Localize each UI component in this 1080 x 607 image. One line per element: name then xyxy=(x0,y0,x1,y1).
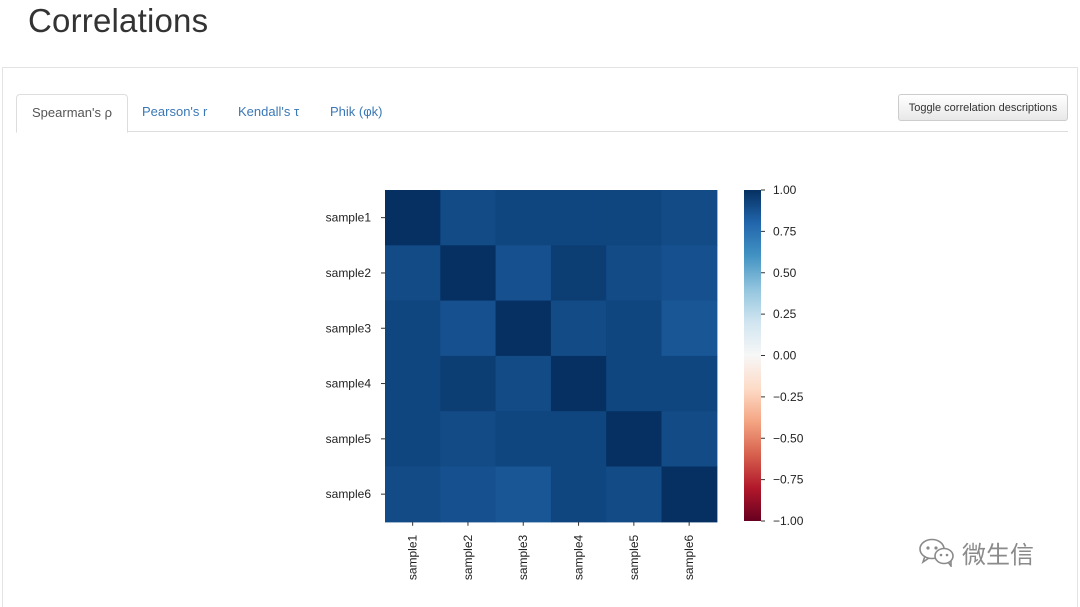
heatmap-cell-sample1-sample4 xyxy=(550,190,607,246)
heatmap-cell-sample1-sample3 xyxy=(495,190,552,246)
watermark: 微生信 xyxy=(918,536,1034,569)
y-tick-label: sample3 xyxy=(326,321,372,335)
heatmap-cell-sample5-sample4 xyxy=(550,411,607,468)
y-tick-label: sample1 xyxy=(326,211,372,225)
heatmap-cell-sample5-sample1 xyxy=(385,411,441,468)
heatmap-cell-sample6-sample5 xyxy=(606,466,663,523)
x-tick-label: sample3 xyxy=(516,534,530,580)
toggle-correlation-descriptions-button[interactable]: Toggle correlation descriptions xyxy=(898,94,1068,121)
heatmap-cell-sample5-sample5 xyxy=(606,411,663,468)
heatmap-cell-sample6-sample4 xyxy=(550,466,607,523)
colorbar-tick-label: 0.75 xyxy=(773,224,797,238)
heatmap-cell-sample4-sample3 xyxy=(495,355,552,412)
heatmap-cell-sample2-sample1 xyxy=(385,245,441,302)
heatmap-cell-sample3-sample4 xyxy=(550,300,607,357)
tab-spearman[interactable]: Spearman's ρ xyxy=(16,94,128,133)
heatmap-cell-sample4-sample6 xyxy=(661,355,718,412)
heatmap-cell-sample3-sample5 xyxy=(606,300,663,357)
heatmap-cell-sample4-sample4 xyxy=(550,355,607,412)
y-tick-label: sample2 xyxy=(326,266,372,280)
x-tick-label: sample6 xyxy=(682,534,696,580)
heatmap-cell-sample6-sample1 xyxy=(385,466,441,523)
watermark-text: 微生信 xyxy=(962,540,1034,569)
heatmap-cell-sample6-sample3 xyxy=(495,466,552,523)
heatmap-cell-sample4-sample2 xyxy=(440,355,497,412)
heatmap-cell-sample6-sample2 xyxy=(440,466,497,523)
page-title: Correlations xyxy=(28,2,209,39)
colorbar-tick-label: 0.00 xyxy=(773,349,797,363)
y-tick-label: sample5 xyxy=(326,432,372,446)
colorbar-tick-label: −0.50 xyxy=(773,431,804,445)
colorbar-tick-label: 0.50 xyxy=(773,266,797,280)
heatmap-cell-sample3-sample3 xyxy=(495,300,552,357)
heatmap-cell-sample3-sample1 xyxy=(385,300,441,357)
x-tick-label: sample1 xyxy=(406,534,420,580)
colorbar-tick-label: −1.00 xyxy=(773,514,804,528)
correlation-tabs: Spearman's ρ Pearson's r Kendall's τ Phi… xyxy=(16,94,1068,133)
heatmap-cell-sample2-sample6 xyxy=(661,245,718,302)
heatmap-cell-sample2-sample2 xyxy=(440,245,497,302)
x-tick-label: sample5 xyxy=(627,534,641,580)
y-tick-label: sample4 xyxy=(326,377,372,391)
heatmap-cell-sample4-sample5 xyxy=(606,355,663,412)
colorbar-tick-label: −0.25 xyxy=(773,390,804,404)
colorbar-tick-label: 0.25 xyxy=(773,307,797,321)
heatmap-cell-sample1-sample6 xyxy=(661,190,718,246)
heatmap-cell-sample2-sample3 xyxy=(495,245,552,302)
tab-phik[interactable]: Phik (φk) xyxy=(330,104,383,119)
heatmap-cell-sample4-sample1 xyxy=(385,355,441,412)
heatmap-cell-sample1-sample2 xyxy=(440,190,497,246)
tab-pearson[interactable]: Pearson's r xyxy=(142,104,208,119)
heatmap-cell-sample2-sample4 xyxy=(550,245,607,302)
wechat-icon xyxy=(919,538,954,567)
heatmap-cell-sample5-sample6 xyxy=(661,411,718,468)
x-tick-label: sample4 xyxy=(572,534,586,580)
heatmap-cell-sample3-sample2 xyxy=(440,300,497,357)
tab-kendall[interactable]: Kendall's τ xyxy=(238,104,300,119)
colorbar-tick-label: 1.00 xyxy=(773,183,797,197)
heatmap-cell-sample2-sample5 xyxy=(606,245,663,302)
heatmap-cell-sample6-sample6 xyxy=(661,466,718,523)
heatmap-cell-sample3-sample6 xyxy=(661,300,718,357)
x-tick-label: sample2 xyxy=(461,534,475,580)
heatmap-cell-sample5-sample3 xyxy=(495,411,552,468)
heatmap-cell-sample5-sample2 xyxy=(440,411,497,468)
heatmap-cell-sample1-sample1 xyxy=(385,190,441,246)
y-tick-label: sample6 xyxy=(326,487,372,501)
colorbar-tick-label: −0.75 xyxy=(773,473,804,487)
colorbar xyxy=(744,190,761,521)
heatmap-cell-sample1-sample5 xyxy=(606,190,663,246)
